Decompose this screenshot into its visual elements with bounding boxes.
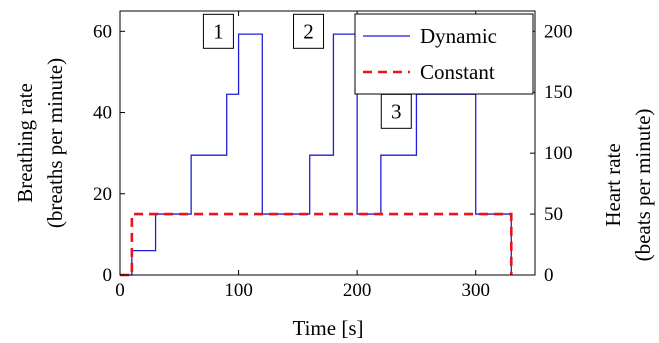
y-left-tick-label: 0 <box>103 265 113 286</box>
y-left-tick-label: 60 <box>93 21 112 42</box>
y-left-tick-label: 20 <box>93 184 112 205</box>
y-right-tick-label: 150 <box>544 82 573 103</box>
x-tick-label: 200 <box>343 280 372 301</box>
x-axis-label: Time [s] <box>293 316 364 340</box>
x-tick-label: 100 <box>224 280 253 301</box>
x-tick-label: 0 <box>115 280 125 301</box>
annotations: 1 2 3 <box>202 13 412 129</box>
annotation-box <box>293 13 325 49</box>
y-right-tick-label: 0 <box>544 265 554 286</box>
legend-box <box>354 13 534 95</box>
legend-label-dynamic: Dynamic <box>420 24 497 48</box>
y-right-tick-label: 100 <box>544 143 573 164</box>
legend: Dynamic Constant <box>354 13 534 95</box>
y-left-tick-label: 40 <box>93 103 112 124</box>
annotation-label: 3 <box>391 99 402 123</box>
y-left-axis-label-line2: (breaths per minute) <box>43 58 67 228</box>
annotation-box <box>202 13 234 49</box>
plot-frame <box>119 10 536 276</box>
y-right-axis-label-line1: Heart rate <box>601 143 625 226</box>
y-right-tick-label: 200 <box>544 21 573 42</box>
legend-label-constant: Constant <box>420 60 495 84</box>
y-left-axis-label-line1: Breathing rate <box>13 83 37 203</box>
x-tick-label: 300 <box>461 280 490 301</box>
annotation-label: 1 <box>213 19 224 43</box>
annotation-label: 2 <box>303 19 314 43</box>
y-right-axis-label-line2: (beats per minute) <box>631 109 655 262</box>
series-line-constant <box>120 212 513 277</box>
y-right-tick-label: 50 <box>544 204 563 225</box>
